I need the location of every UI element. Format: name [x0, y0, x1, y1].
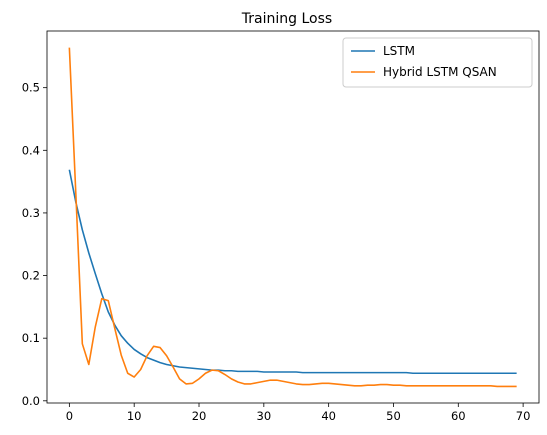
- legend-label-1: Hybrid LSTM QSAN: [383, 65, 497, 79]
- x-tick-label: 20: [192, 409, 207, 423]
- y-tick-label: 0.4: [22, 143, 40, 157]
- x-tick-label: 40: [321, 409, 336, 423]
- chart-title: Training Loss: [241, 11, 332, 27]
- x-axis: 0 10 20 30 40 50 60 70: [66, 403, 531, 423]
- y-tick-label: 0.3: [22, 206, 40, 220]
- y-tick-label: 0.0: [22, 394, 40, 408]
- legend-box: [342, 37, 533, 88]
- legend: LSTM Hybrid LSTM QSAN: [342, 37, 533, 88]
- plot-area: [68, 47, 517, 388]
- y-tick-label: 0.2: [22, 269, 40, 283]
- series-line-1: [68, 47, 517, 388]
- x-tick-label: 0: [66, 409, 73, 423]
- axes-frame: [46, 30, 540, 404]
- x-tick-label: 60: [451, 409, 466, 423]
- x-tick-label: 10: [127, 409, 142, 423]
- x-tick-label: 50: [386, 409, 401, 423]
- x-tick-label: 70: [516, 409, 531, 423]
- y-axis: 0.0 0.1 0.2 0.3 0.4 0.5: [22, 81, 47, 408]
- y-tick-label: 0.1: [22, 331, 40, 345]
- y-tick-label: 0.5: [22, 81, 40, 95]
- legend-label-0: LSTM: [383, 44, 415, 58]
- x-tick-label: 30: [257, 409, 272, 423]
- series-line-0: [68, 169, 517, 375]
